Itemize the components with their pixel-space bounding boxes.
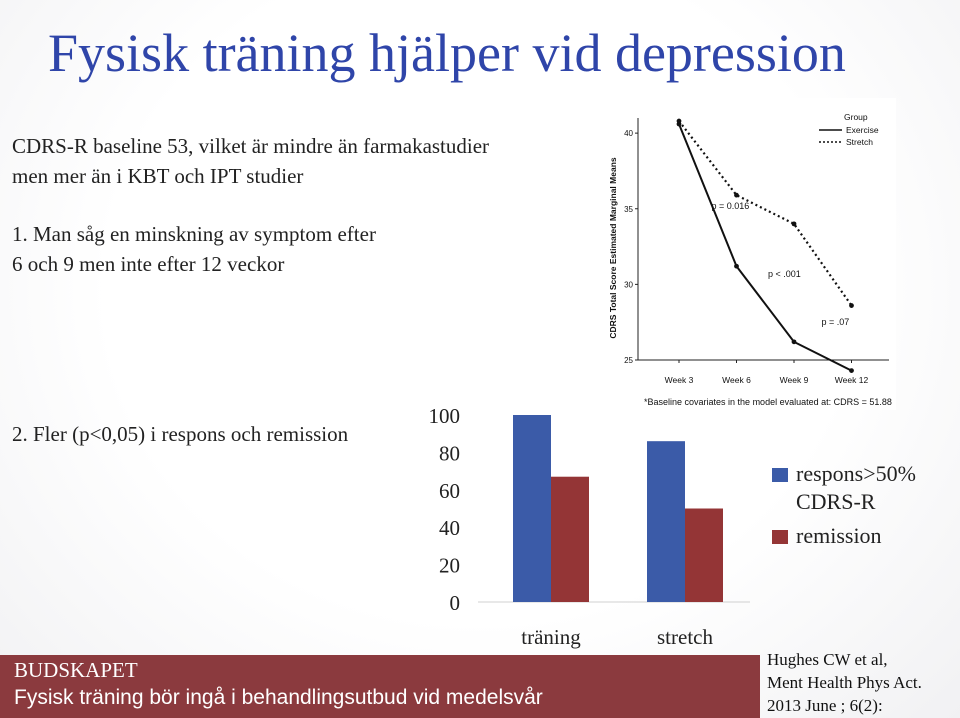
- legend-item-respons: respons>50% CDRS-R: [770, 460, 916, 516]
- point-1-line: 1. Man såg en minskning av symptom efter: [12, 222, 376, 246]
- line-chart-y-tick-label: 35: [624, 205, 633, 214]
- line-point-stretch: [791, 221, 797, 227]
- line-chart-legend-label: Stretch: [846, 137, 873, 147]
- line-chart-y-tick-label: 30: [624, 280, 633, 289]
- citation-line: Ment Health Phys Act.: [767, 673, 922, 692]
- line-series-exercise: [678, 123, 852, 372]
- line-chart-legend-label: Exercise: [846, 125, 879, 135]
- bar-chart-y-tick-label: 40: [439, 516, 460, 540]
- line-point-stretch: [734, 192, 739, 198]
- intro-text: CDRS-R baseline 53, vilket är mindre än …: [12, 131, 489, 191]
- line-chart-legend-title: Group: [844, 112, 868, 122]
- bar-chart-x-tick-label: stretch: [657, 625, 713, 649]
- line-chart-y-label: CDRS Total Score Estimated Marginal Mean…: [608, 157, 618, 338]
- bar-chart: 100 80 60 40 20 0 träning stretch: [429, 404, 750, 649]
- line-chart-x-tick-label: Week 3: [665, 375, 694, 385]
- legend-label: remission: [796, 523, 882, 548]
- citation: Hughes CW et al, Ment Health Phys Act. 2…: [767, 648, 922, 717]
- bar-chart-y-tick-label: 60: [439, 479, 460, 503]
- legend-swatch-remission: [772, 530, 788, 544]
- bar-chart-y-tick-label: 100: [429, 404, 461, 428]
- citation-line: 2013 June ; 6(2):: [767, 696, 883, 715]
- line-chart-x-tick-label: Week 6: [722, 375, 751, 385]
- legend-swatch-respons: [772, 468, 788, 482]
- legend-label: respons>50%: [796, 461, 916, 486]
- point-2-text: 2. Fler (p<0,05) i respons och remission: [12, 422, 349, 446]
- line-point-exercise: [849, 368, 854, 373]
- bar-chart-y-tick-label: 80: [439, 441, 460, 465]
- line-chart-background: [604, 98, 896, 410]
- line-point-exercise: [734, 263, 739, 269]
- line-point-stretch: [676, 118, 682, 124]
- point-1-text: 1. Man såg en minskning av symptom efter…: [12, 219, 376, 279]
- line-chart-y-tick-label: 40: [624, 129, 633, 138]
- bar-chart-legend: respons>50% CDRS-R remission: [770, 460, 916, 550]
- line-chart-x-tick-label: Week 9: [780, 375, 809, 385]
- bar-stretch-respons: [647, 441, 685, 602]
- footer-message: Fysisk träning bör ingå i behandlingsutb…: [14, 686, 543, 709]
- footer-title: BUDSKAPET: [14, 658, 138, 682]
- slide-title: Fysisk träning hjälper vid depression: [48, 23, 846, 83]
- point-1-line: 6 och 9 men inte efter 12 veckor: [12, 252, 285, 276]
- line-chart-annotation: p < .001: [768, 269, 801, 279]
- citation-line: Hughes CW et al,: [767, 650, 888, 669]
- footer-banner: [0, 655, 760, 718]
- bar-träning-respons: [513, 415, 551, 602]
- bar-chart-x-tick-label: träning: [521, 625, 581, 649]
- legend-label: CDRS-R: [796, 489, 876, 514]
- intro-line: men mer än i KBT och IPT studier: [12, 164, 304, 188]
- line-point-stretch: [849, 303, 854, 308]
- line-chart: CDRS Total Score Estimated Marginal Mean…: [604, 98, 896, 410]
- line-series-stretch: [678, 120, 853, 307]
- bar-stretch-remission: [685, 508, 723, 602]
- bar-chart-y-tick-label: 0: [450, 591, 461, 615]
- intro-line: CDRS-R baseline 53, vilket är mindre än …: [12, 134, 490, 158]
- legend-item-remission: remission: [770, 522, 916, 550]
- line-chart-footnote: *Baseline covariates in the model evalua…: [644, 397, 892, 407]
- bar-träning-remission: [551, 476, 589, 602]
- line-point-exercise: [791, 339, 797, 345]
- line-chart-y-tick-label: 25: [624, 356, 633, 365]
- line-chart-x-tick-label: Week 12: [835, 375, 869, 385]
- line-chart-annotation: p = .07: [822, 317, 850, 327]
- line-chart-annotation: p = 0.016: [712, 201, 750, 211]
- bar-chart-y-tick-label: 20: [439, 554, 460, 578]
